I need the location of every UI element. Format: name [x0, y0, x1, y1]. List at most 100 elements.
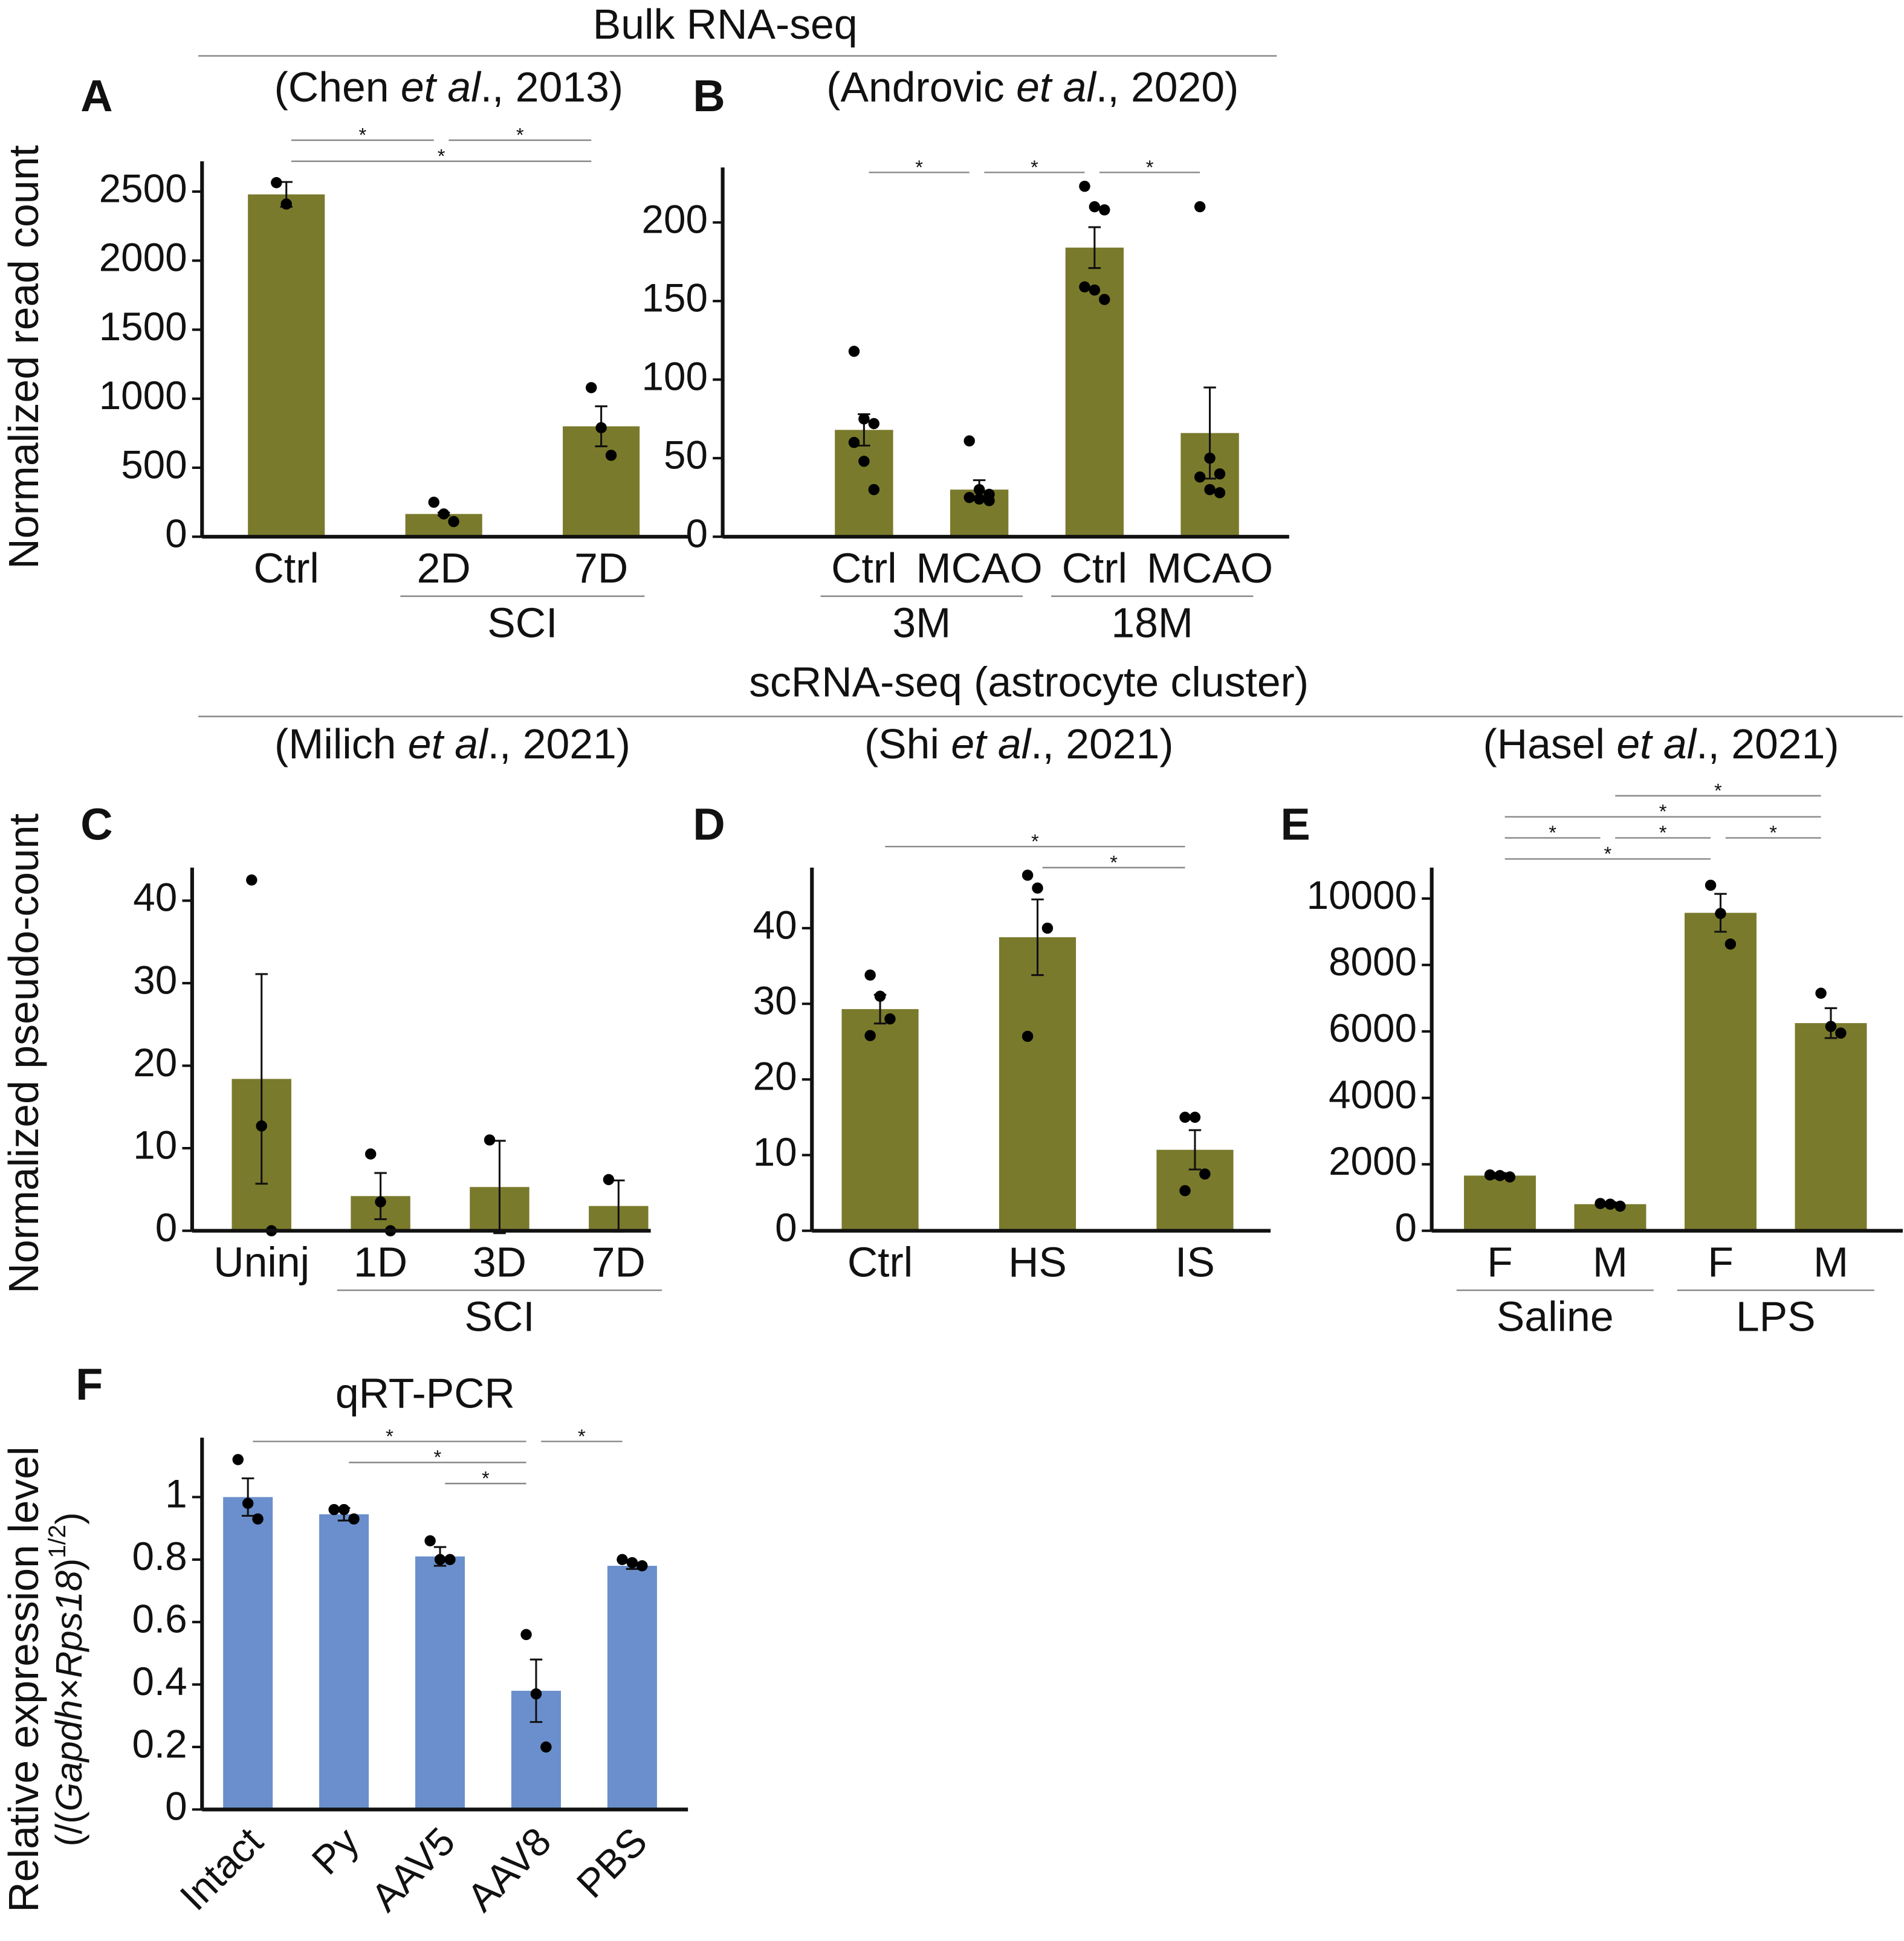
- data-point: [864, 969, 876, 981]
- panel-title: (Milich et al., 2021): [274, 720, 630, 767]
- text-segment: ., 2021): [1696, 720, 1839, 767]
- data-point: [858, 456, 870, 467]
- data-point: [605, 450, 617, 461]
- data-point: [242, 1497, 254, 1509]
- data-point: [252, 1513, 264, 1525]
- group-label: SCI: [487, 599, 557, 646]
- data-point: [848, 346, 860, 357]
- y-axis-label-line: Normalized read count: [1, 145, 48, 569]
- x-tick-label: Ctrl: [1062, 544, 1127, 592]
- data-point: [540, 1741, 552, 1753]
- y-tick-label: 20: [133, 1041, 177, 1085]
- group-label: 3M: [892, 599, 951, 646]
- text-segment: (Chen: [274, 63, 401, 111]
- y-tick-label: 40: [133, 876, 177, 920]
- data-point: [530, 1688, 542, 1700]
- y-tick-label: 150: [642, 276, 708, 320]
- y-tick-label: 0: [165, 512, 187, 556]
- significance-label: *: [434, 1446, 442, 1468]
- y-tick-label: 0.8: [132, 1534, 187, 1578]
- data-point: [858, 413, 870, 425]
- significance-label: *: [1549, 821, 1556, 844]
- significance-label: *: [1031, 156, 1038, 178]
- text-segment: Gapdh: [48, 1700, 90, 1812]
- y-tick-label: 20: [753, 1054, 797, 1099]
- x-tick-label: F: [1487, 1239, 1513, 1286]
- x-tick-label: M: [1593, 1239, 1628, 1286]
- y-tick-label: 10: [133, 1123, 177, 1167]
- text-segment: qRT-PCR: [335, 1370, 515, 1417]
- data-point: [428, 496, 440, 508]
- y-tick-label: 50: [664, 433, 708, 477]
- significance-label: *: [386, 1425, 393, 1447]
- error-bar: [255, 973, 268, 1185]
- x-tick-label: Ctrl: [847, 1239, 913, 1286]
- data-point: [1595, 1198, 1606, 1209]
- data-point: [884, 1013, 896, 1025]
- y-tick-label: 1000: [99, 373, 187, 418]
- group-label: LPS: [1736, 1293, 1816, 1340]
- data-point: [1204, 452, 1216, 464]
- bar: [999, 937, 1077, 1231]
- data-point: [328, 1503, 340, 1516]
- y-tick-label: 0: [685, 512, 708, 556]
- y-tick-label: 0: [155, 1206, 178, 1250]
- data-point: [348, 1513, 360, 1525]
- bar: [319, 1514, 369, 1810]
- error-bar: [1031, 898, 1044, 977]
- y-tick-label: 10000: [1307, 873, 1417, 917]
- data-point: [1214, 487, 1226, 499]
- panel-title: qRT-PCR: [335, 1370, 515, 1417]
- text-segment: ., 2013): [481, 63, 623, 111]
- significance-label: *: [915, 156, 923, 178]
- text-segment: et al: [951, 720, 1032, 767]
- y-axis-label: Normalized read count: [1, 145, 48, 569]
- data-point: [1604, 1198, 1616, 1210]
- text-segment: et al: [408, 720, 489, 767]
- text-segment: et al: [1616, 720, 1697, 767]
- group-label: SCI: [464, 1293, 534, 1340]
- data-point: [617, 1554, 628, 1566]
- x-tick-label: M: [1813, 1239, 1848, 1286]
- data-point: [246, 874, 257, 886]
- y-tick-label: 40: [753, 903, 797, 947]
- data-point: [1041, 922, 1054, 934]
- text-segment: (/(: [48, 1811, 90, 1847]
- text-segment: ., 2020): [1096, 63, 1239, 111]
- text-segment: et al: [1016, 63, 1097, 111]
- data-point: [338, 1503, 350, 1516]
- data-point: [271, 177, 282, 189]
- y-tick-label: 8000: [1329, 940, 1417, 984]
- data-point: [375, 1196, 386, 1208]
- data-point: [603, 1174, 615, 1186]
- error-bar: [241, 1477, 254, 1517]
- panel-letter: A: [80, 71, 112, 121]
- data-point: [874, 990, 886, 1002]
- y-tick-label: 4000: [1329, 1073, 1417, 1117]
- data-point: [256, 1120, 267, 1132]
- data-point: [963, 435, 975, 447]
- bar: [835, 430, 893, 537]
- data-point: [1504, 1171, 1516, 1183]
- significance-label: *: [358, 123, 366, 146]
- x-tick-label: Uninj: [213, 1239, 309, 1286]
- data-point: [1724, 938, 1737, 950]
- group-label: 18M: [1111, 599, 1193, 646]
- y-axis-label: Normalized pseudo-count: [1, 813, 48, 1293]
- y-tick-label: 0.6: [132, 1597, 187, 1641]
- data-point: [1089, 201, 1101, 213]
- x-tick-label: 1D: [354, 1239, 407, 1286]
- y-tick-label: 0: [165, 1784, 187, 1829]
- data-point: [868, 483, 880, 496]
- text-segment: (Androvic: [826, 63, 1016, 111]
- data-point: [595, 422, 607, 433]
- y-axis-label-line: Relative expression level: [1, 1446, 48, 1912]
- x-tick-label: 7D: [574, 544, 628, 592]
- group-label: Saline: [1497, 1293, 1614, 1340]
- x-tick-label: 7D: [592, 1239, 646, 1286]
- data-point: [1835, 1027, 1847, 1039]
- data-point: [448, 515, 459, 528]
- data-point: [1022, 1030, 1034, 1042]
- data-point: [1204, 483, 1216, 496]
